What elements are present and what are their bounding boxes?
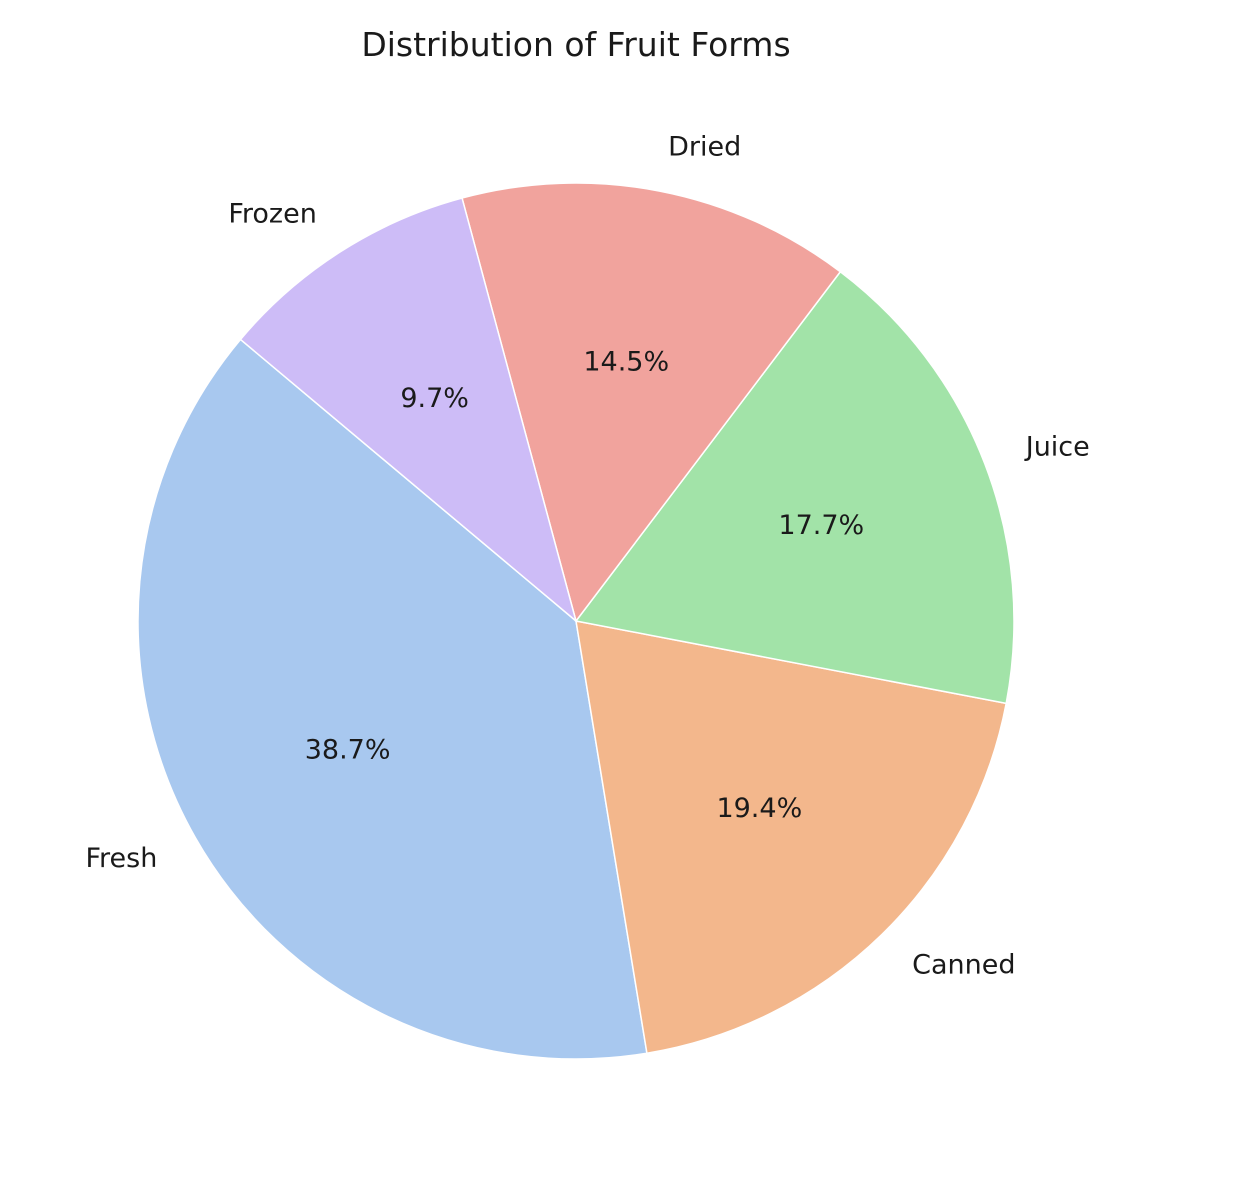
pct-label-dried: 14.5% bbox=[583, 347, 669, 378]
chart-title: Distribution of Fruit Forms bbox=[361, 25, 790, 64]
label-frozen: Frozen bbox=[228, 198, 317, 229]
pct-label-juice: 17.7% bbox=[778, 510, 864, 541]
label-canned: Canned bbox=[912, 950, 1015, 981]
label-juice: Juice bbox=[1024, 432, 1090, 463]
label-fresh: Fresh bbox=[85, 843, 157, 874]
slice-dried bbox=[461, 182, 842, 623]
slice-frozen bbox=[239, 197, 578, 624]
label-dried: Dried bbox=[668, 132, 741, 163]
pct-label-fresh: 38.7% bbox=[305, 735, 391, 766]
pie-slices bbox=[137, 182, 1015, 1060]
pie-labels: Fresh 38.7% Canned 19.4% Juice 17.7% Dried 14.5… bbox=[85, 132, 1089, 981]
slice-juice bbox=[574, 270, 1015, 705]
slice-fresh bbox=[137, 338, 648, 1060]
pct-label-frozen: 9.7% bbox=[400, 383, 469, 414]
pct-label-canned: 19.4% bbox=[716, 793, 802, 824]
slice-canned bbox=[575, 620, 1008, 1055]
